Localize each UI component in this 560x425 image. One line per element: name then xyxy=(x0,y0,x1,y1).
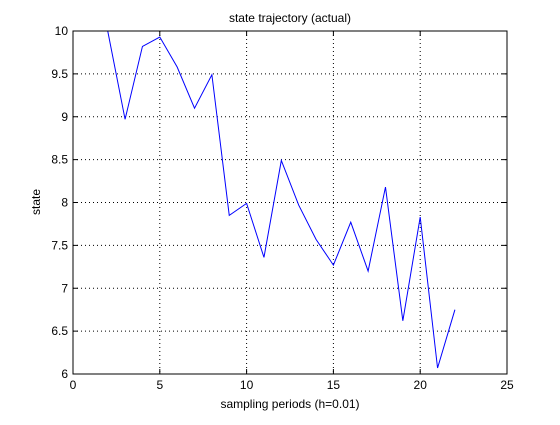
series-layer xyxy=(107,31,456,369)
y-axis-title: state xyxy=(29,189,43,215)
x-tick-labels: 0 5 10 15 20 25 xyxy=(70,378,514,392)
x-tick-label: 20 xyxy=(414,378,428,392)
y-tick-label: 10 xyxy=(55,24,69,38)
y-tick-label: 7 xyxy=(61,281,68,295)
y-tick-label: 9 xyxy=(61,110,68,124)
chart-title: state trajectory (actual) xyxy=(229,11,351,25)
x-axis-title: sampling periods (h=0.01) xyxy=(220,397,359,411)
y-tick-labels: 6 6.5 7 7.5 8 8.5 9 9.5 10 xyxy=(51,24,68,381)
x-tick-label: 0 xyxy=(70,378,77,392)
x-tick-label: 25 xyxy=(500,378,514,392)
grid xyxy=(73,31,507,374)
x-tick-label: 10 xyxy=(240,378,254,392)
y-tick-label: 6 xyxy=(61,367,68,381)
y-tick-label: 7.5 xyxy=(51,238,68,252)
y-tick-label: 8.5 xyxy=(51,153,68,167)
y-tick-label: 6.5 xyxy=(51,324,68,338)
x-tick-label: 5 xyxy=(156,378,163,392)
ticks xyxy=(72,30,508,375)
y-tick-label: 9.5 xyxy=(51,67,68,81)
series-line-0 xyxy=(107,31,456,369)
x-tick-label: 15 xyxy=(327,378,341,392)
y-tick-label: 8 xyxy=(61,196,68,210)
